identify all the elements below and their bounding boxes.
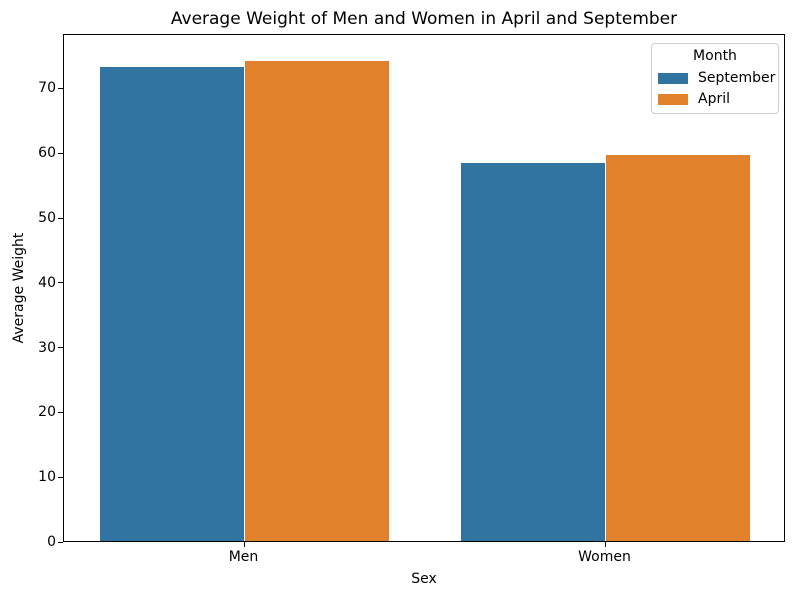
y-axis-label: Average Weight bbox=[11, 232, 27, 344]
y-tick-label: 40 bbox=[38, 274, 56, 291]
y-tick-mark bbox=[58, 87, 63, 89]
y-tick-label: 20 bbox=[38, 404, 56, 421]
y-tick-label: 30 bbox=[38, 339, 56, 356]
legend-label: September bbox=[698, 70, 776, 86]
legend-items: September April bbox=[658, 70, 776, 107]
y-tick-mark bbox=[58, 347, 63, 349]
y-tick-label: 70 bbox=[38, 80, 56, 97]
legend: Month September April bbox=[651, 43, 779, 114]
y-tick-label: 0 bbox=[47, 534, 56, 550]
x-axis-label: Sex bbox=[411, 571, 437, 587]
legend-label: April bbox=[698, 91, 730, 107]
legend-item-april: April bbox=[658, 91, 772, 107]
bar-april-men bbox=[244, 60, 389, 541]
x-tick-label-women: Women bbox=[578, 549, 631, 565]
plot-area bbox=[63, 34, 785, 542]
y-tick-label: 60 bbox=[38, 145, 56, 162]
y-tick-mark bbox=[58, 282, 63, 284]
legend-title: Month bbox=[693, 48, 737, 64]
x-tick-label-men: Men bbox=[228, 549, 259, 565]
y-tick-mark bbox=[58, 541, 63, 543]
y-tick-mark bbox=[58, 217, 63, 219]
chart-title: Average Weight of Men and Women in April… bbox=[170, 9, 678, 29]
y-tick-mark bbox=[58, 476, 63, 478]
legend-swatch-icon bbox=[658, 72, 688, 84]
bar-september-women bbox=[461, 162, 606, 541]
bar-september-men bbox=[100, 66, 245, 541]
legend-item-september: September bbox=[658, 70, 776, 86]
y-tick-label: 50 bbox=[38, 210, 56, 227]
y-tick-mark bbox=[58, 411, 63, 413]
y-tick-mark bbox=[58, 152, 63, 154]
x-tick-mark bbox=[604, 542, 606, 547]
y-tick-label: 10 bbox=[38, 469, 56, 486]
x-tick-mark bbox=[243, 542, 245, 547]
legend-swatch-icon bbox=[658, 93, 688, 105]
bar-april-women bbox=[605, 154, 750, 541]
